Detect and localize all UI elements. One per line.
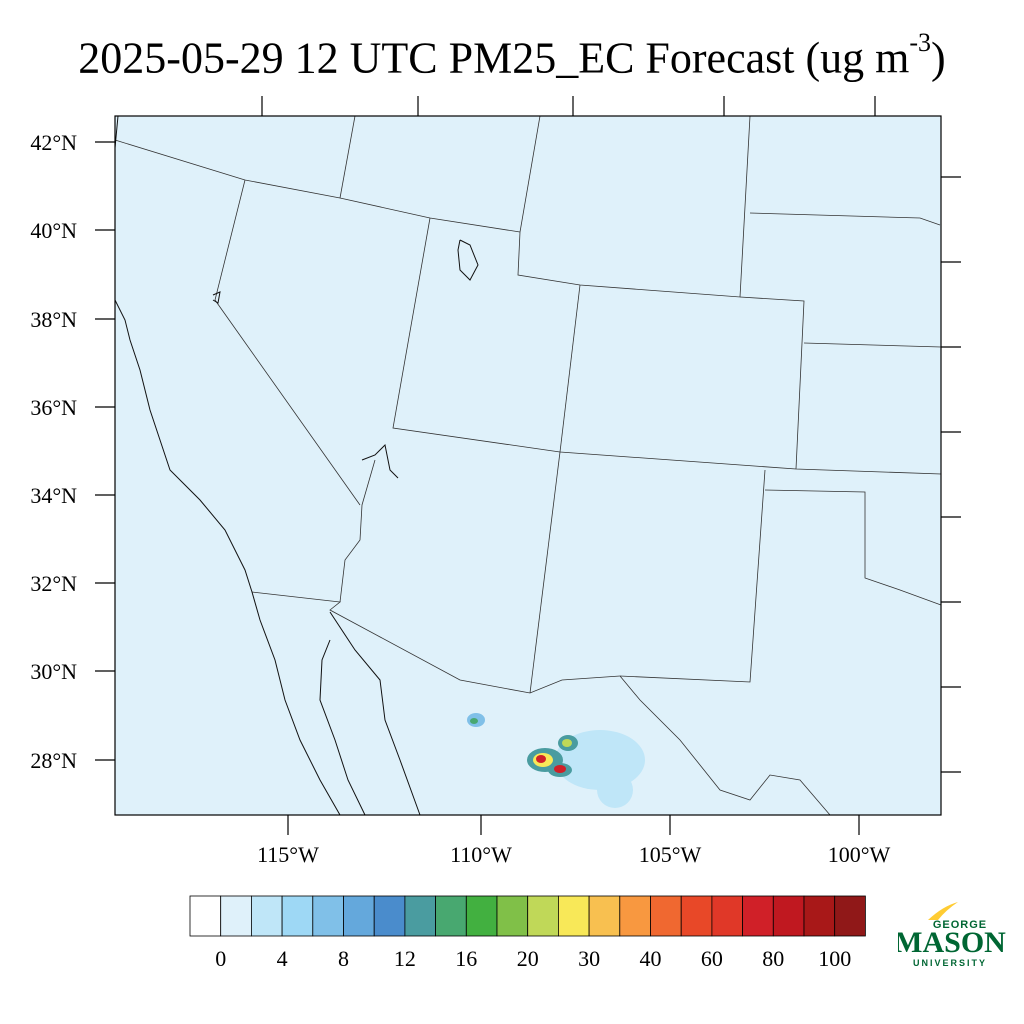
colorbar-swatch	[435, 895, 467, 937]
longitude-labels: 115°W 110°W 105°W 100°W	[257, 842, 890, 867]
border-ca-nv	[214, 179, 361, 506]
plume-d-core	[554, 765, 566, 773]
gulf-of-california-west	[319, 639, 366, 816]
plume-b-core	[536, 755, 546, 763]
latitude-labels: 42°N 40°N 38°N 36°N 34°N 32°N 30°N 28°N	[30, 130, 77, 773]
title-close: )	[931, 33, 946, 83]
colorbar-swatch	[373, 895, 406, 937]
gmu-logo: GEORGE MASON UNIVERSITY	[898, 902, 1006, 968]
lat-label: 34°N	[30, 483, 77, 508]
tick-marks	[95, 96, 961, 835]
logo-university: UNIVERSITY	[913, 958, 987, 968]
border-tx-ok	[764, 489, 942, 606]
title-main: 2025-05-29 12 UTC PM25_EC Forecast (ug m	[78, 33, 910, 83]
map-frame-fill	[115, 116, 941, 815]
lake-tahoe	[212, 291, 221, 304]
colorbar-swatch	[343, 895, 375, 937]
lat-label: 28°N	[30, 748, 77, 773]
plume-c-core	[562, 739, 572, 747]
political-boundaries	[114, 115, 942, 816]
border-ne	[749, 212, 941, 226]
colorbar-swatch	[772, 895, 805, 937]
colorbar-label: 20	[517, 946, 539, 971]
lat-label: 38°N	[30, 307, 77, 332]
plume-a-core	[470, 718, 478, 724]
lat-label: 40°N	[30, 218, 77, 243]
rio-grande	[619, 675, 831, 816]
lon-label: 105°W	[639, 842, 702, 867]
plume-low-halo-2	[597, 772, 633, 808]
lon-label: 100°W	[828, 842, 891, 867]
colorbar-swatch	[742, 895, 774, 937]
colorbar-label: 0	[215, 946, 226, 971]
lat-label: 32°N	[30, 571, 77, 596]
lat-label: 36°N	[30, 395, 77, 420]
colorbar-swatch	[281, 895, 314, 937]
coastlines	[114, 115, 479, 816]
colorbar-label: 80	[762, 946, 784, 971]
border-wy	[517, 115, 751, 298]
gulf-of-california-east	[329, 611, 421, 816]
pm25-plumes	[467, 713, 645, 808]
colorbar	[189, 895, 866, 937]
colorbar-swatch	[650, 895, 682, 937]
colorbar-label: 8	[338, 946, 349, 971]
lon-label: 115°W	[257, 842, 319, 867]
logo-mason: MASON	[898, 926, 1006, 959]
colorbar-swatch	[588, 895, 621, 937]
colorbar-swatch	[680, 895, 713, 937]
colorbar-label: 16	[455, 946, 477, 971]
lon-label: 110°W	[450, 842, 512, 867]
colorbar-label: 100	[818, 946, 851, 971]
colorbar-swatch	[803, 895, 836, 937]
colorbar-label: 30	[578, 946, 600, 971]
colorbar-label: 40	[640, 946, 662, 971]
border-ut-co	[559, 284, 581, 453]
lat-label: 30°N	[30, 659, 77, 684]
border-id-ut	[339, 115, 356, 199]
colorbar-swatch	[527, 895, 559, 937]
border-nm-tx	[619, 469, 766, 683]
colorbar-swatch	[496, 895, 529, 937]
colorbar-swatch	[250, 895, 283, 937]
map-frame	[114, 115, 942, 816]
colorbar-labels: 0 4 8 12 16 20 30 40 60 80 100	[215, 946, 851, 971]
colorbar-label: 60	[701, 946, 723, 971]
colorbar-swatch	[558, 895, 590, 937]
colorbar-swatch	[312, 895, 344, 937]
border-az-son	[339, 459, 376, 603]
colorado-river	[361, 443, 399, 479]
logo-swoosh	[928, 902, 958, 920]
colorbar-swatch	[189, 895, 222, 937]
colorbar-swatch	[619, 895, 651, 937]
colorbar-swatch	[404, 895, 436, 937]
title-superscript: -3	[909, 28, 932, 57]
colorbar-swatch	[465, 895, 498, 937]
colorbar-swatch	[834, 895, 866, 937]
logo-george: GEORGE	[933, 919, 987, 931]
border-ks-ne	[803, 342, 942, 348]
border-az-nm	[529, 451, 561, 694]
colorbar-swatch	[711, 895, 744, 937]
colorbar-label: 4	[277, 946, 288, 971]
lat-label: 42°N	[30, 130, 77, 155]
pacific-coast	[114, 115, 341, 816]
colorbar-swatch	[220, 895, 252, 937]
map-title: 2025-05-29 12 UTC PM25_EC Forecast (ug m…	[0, 22, 1024, 86]
border-co-ks	[739, 296, 805, 470]
colorbar-label: 12	[394, 946, 416, 971]
great-salt-lake	[457, 239, 479, 281]
